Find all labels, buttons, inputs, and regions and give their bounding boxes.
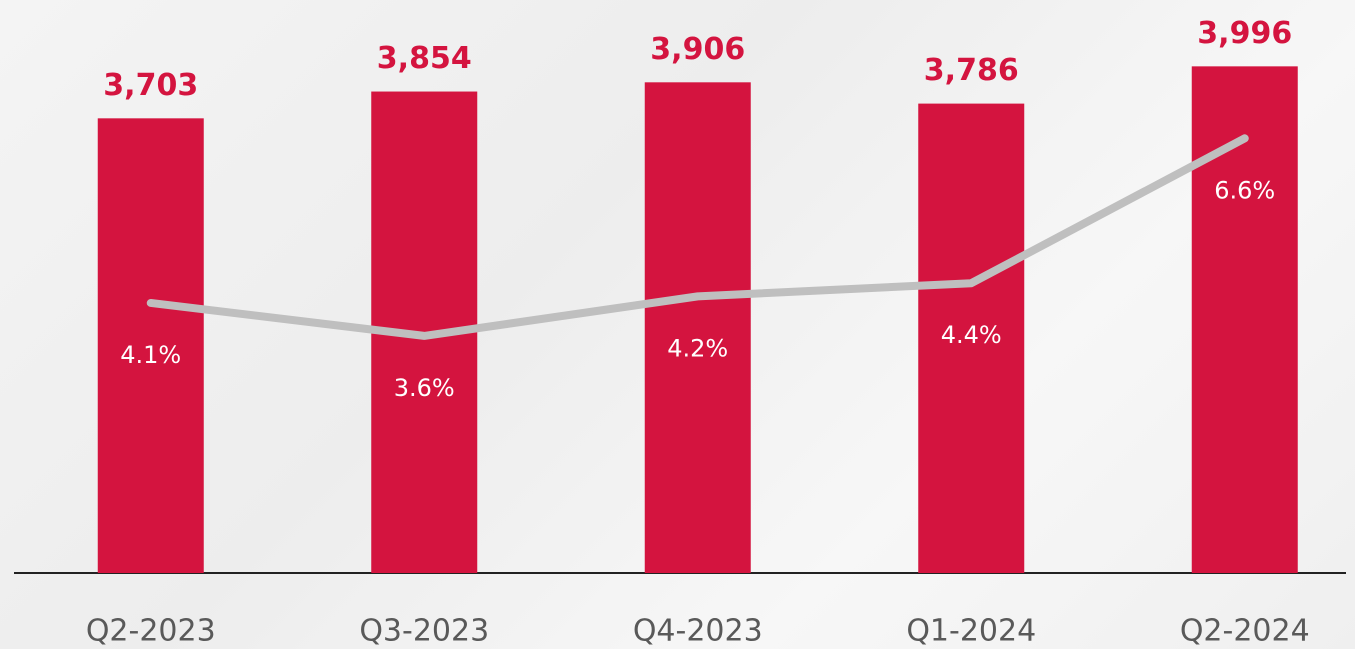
x-tick-label: Q2-2024 bbox=[1180, 614, 1310, 649]
bar-value-label: 3,786 bbox=[924, 53, 1019, 88]
x-tick-label: Q1-2024 bbox=[906, 614, 1036, 649]
line-value-label: 4.1% bbox=[120, 341, 181, 369]
line-value-label: 3.6% bbox=[394, 374, 455, 402]
bar-value-label: 3,854 bbox=[377, 41, 472, 76]
x-tick-label: Q4-2023 bbox=[633, 614, 763, 649]
bar-value-label: 3,996 bbox=[1197, 16, 1292, 51]
chart: Q2-2023 Q3-2023 Q4-2023 Q1-2024 Q2-2024 3,703… bbox=[0, 0, 1355, 649]
line-value-label: 4.4% bbox=[941, 321, 1002, 349]
bar bbox=[645, 82, 751, 573]
x-tick-label: Q2-2023 bbox=[86, 614, 216, 649]
line-value-label: 6.6% bbox=[1214, 176, 1275, 204]
x-tick-label: Q3-2023 bbox=[359, 614, 489, 649]
bar-value-label: 3,703 bbox=[103, 68, 198, 103]
bar-value-label: 3,906 bbox=[650, 32, 745, 67]
line-value-label: 4.2% bbox=[667, 334, 728, 362]
